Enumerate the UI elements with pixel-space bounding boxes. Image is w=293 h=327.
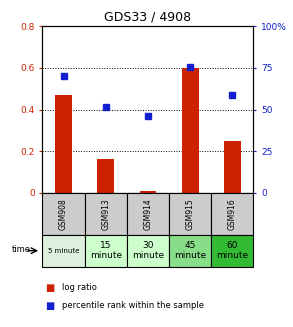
Title: GDS33 / 4908: GDS33 / 4908: [104, 10, 192, 24]
Text: 30
minute: 30 minute: [132, 241, 164, 260]
Text: ■: ■: [45, 301, 55, 311]
Text: GSM913: GSM913: [101, 198, 110, 230]
Text: log ratio: log ratio: [62, 283, 96, 292]
Text: GSM914: GSM914: [144, 198, 152, 230]
Bar: [224, 141, 241, 193]
Bar: [139, 191, 156, 193]
Bar: [97, 159, 114, 193]
Text: 15
minute: 15 minute: [90, 241, 122, 260]
Text: time: time: [12, 245, 31, 253]
Text: GSM916: GSM916: [228, 198, 237, 230]
Text: 60
minute: 60 minute: [216, 241, 248, 260]
Text: ■: ■: [45, 283, 55, 293]
Text: percentile rank within the sample: percentile rank within the sample: [62, 301, 204, 310]
Bar: [55, 95, 72, 193]
Bar: [182, 68, 199, 193]
Text: 5 minute: 5 minute: [48, 248, 79, 254]
Text: GSM915: GSM915: [186, 198, 195, 230]
Text: 45
minute: 45 minute: [174, 241, 206, 260]
Text: GSM908: GSM908: [59, 198, 68, 230]
